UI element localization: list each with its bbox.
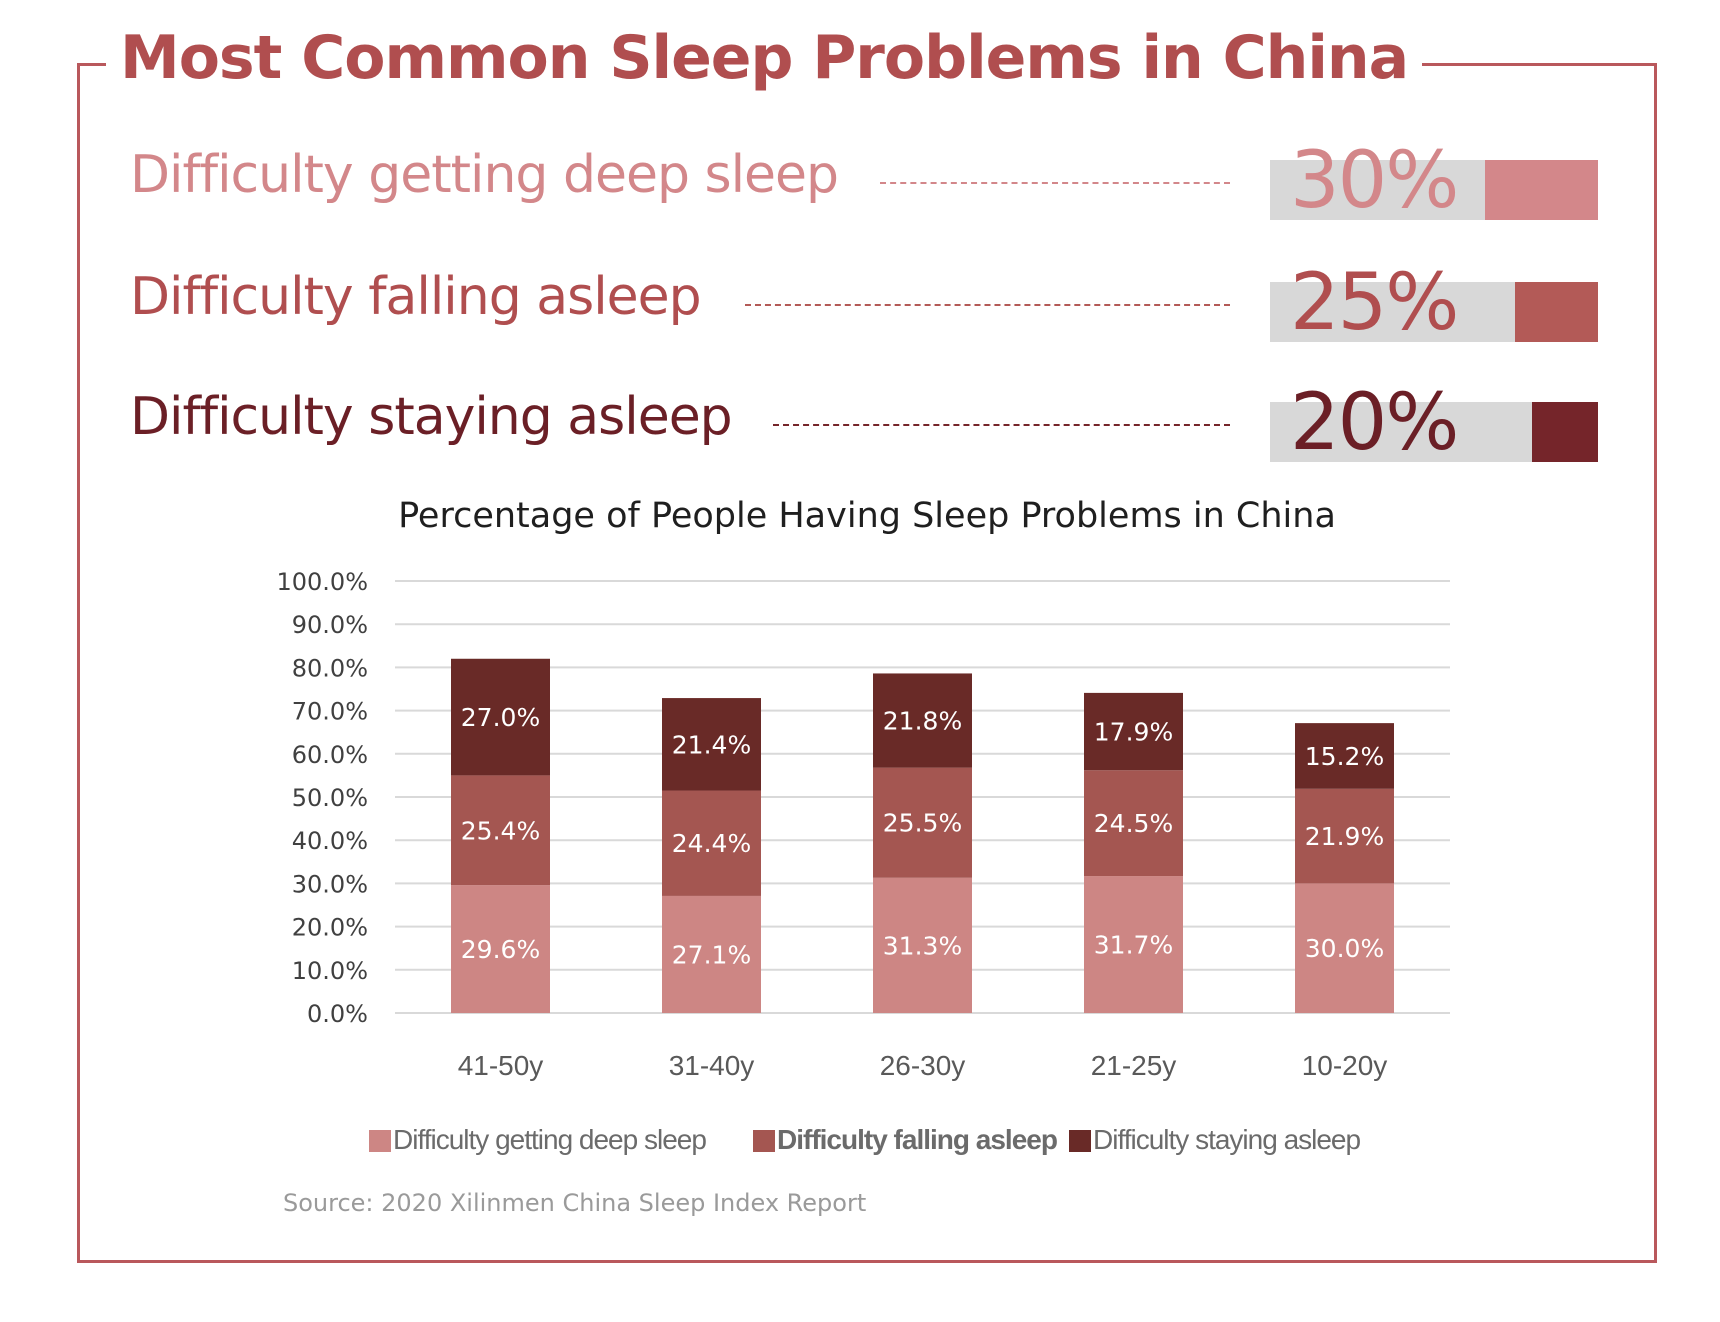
stat-row-staying-asleep: Difficulty staying asleep 20% xyxy=(0,378,1720,468)
data-label: 21.4% xyxy=(672,730,751,759)
data-label: 30.0% xyxy=(1305,934,1384,963)
legend-item-staying-asleep: Difficulty staying asleep xyxy=(1069,1120,1361,1160)
data-label: 31.7% xyxy=(1094,931,1173,960)
stat-label: Difficulty getting deep sleep xyxy=(130,145,839,205)
data-label: 24.4% xyxy=(672,829,751,858)
bar-segment xyxy=(451,775,550,886)
stat-value: 20% xyxy=(1290,378,1459,468)
stat-bar-fill xyxy=(1515,282,1598,342)
legend-item-deep-sleep: Difficulty getting deep sleep xyxy=(369,1120,707,1160)
y-tick-label: 40.0% xyxy=(292,827,368,855)
chart-legend: Difficulty getting deep sleep Difficulty… xyxy=(0,1120,1720,1160)
data-label: 31.3% xyxy=(883,931,962,960)
bar-segment xyxy=(1084,876,1183,1013)
stat-bar-fill xyxy=(1532,402,1598,462)
stat-label: Difficulty falling asleep xyxy=(130,267,702,327)
source-note: Source: 2020 Xilinmen China Sleep Index … xyxy=(283,1189,867,1217)
stat-value: 25% xyxy=(1290,258,1459,348)
legend-label: Difficulty falling asleep xyxy=(777,1124,1058,1155)
y-tick-label: 90.0% xyxy=(292,611,368,639)
stat-bar-fill xyxy=(1485,160,1598,220)
stat-row-deep-sleep: Difficulty getting deep sleep 30% xyxy=(0,136,1720,226)
data-label: 27.0% xyxy=(461,703,540,732)
y-tick-label: 10.0% xyxy=(292,957,368,985)
leader-line xyxy=(880,182,1230,184)
y-tick-label: 0.0% xyxy=(307,1000,368,1028)
stat-label: Difficulty staying asleep xyxy=(130,387,733,447)
legend-label: Difficulty getting deep sleep xyxy=(393,1124,707,1155)
x-tick-label: 26-30y xyxy=(880,1050,966,1081)
bar-segment xyxy=(451,885,550,1013)
bar-segment xyxy=(873,767,972,878)
legend-item-falling-asleep: Difficulty falling asleep xyxy=(753,1120,1058,1160)
bar-segment xyxy=(662,790,761,896)
chart-title: Percentage of People Having Sleep Proble… xyxy=(398,496,1336,536)
stat-value: 30% xyxy=(1290,136,1459,226)
x-tick-label: 10-20y xyxy=(1302,1050,1388,1081)
main-title: Most Common Sleep Problems in China xyxy=(106,18,1423,98)
data-label: 17.9% xyxy=(1094,718,1173,747)
y-tick-label: 30.0% xyxy=(292,870,368,898)
data-label: 27.1% xyxy=(672,940,751,969)
bar-segment xyxy=(873,673,972,768)
bar-segment xyxy=(1295,723,1394,789)
y-tick-label: 60.0% xyxy=(292,741,368,769)
data-label: 21.9% xyxy=(1305,822,1384,851)
y-tick-label: 70.0% xyxy=(292,698,368,726)
data-label: 25.4% xyxy=(461,816,540,845)
bar-segment xyxy=(451,658,550,776)
bar-segment xyxy=(1295,883,1394,1013)
bar-segment xyxy=(1084,770,1183,877)
x-tick-label: 21-25y xyxy=(1091,1050,1177,1081)
data-label: 24.5% xyxy=(1094,809,1173,838)
data-label: 29.6% xyxy=(461,935,540,964)
y-tick-label: 20.0% xyxy=(292,914,368,942)
leader-line xyxy=(745,304,1230,306)
x-tick-label: 41-50y xyxy=(458,1050,544,1081)
data-label: 21.8% xyxy=(883,707,962,736)
bar-segment xyxy=(873,877,972,1013)
y-tick-label: 100.0% xyxy=(276,568,368,596)
x-tick-label: 31-40y xyxy=(669,1050,755,1081)
bar-segment xyxy=(662,895,761,1013)
bar-segment xyxy=(1295,788,1394,884)
y-tick-label: 50.0% xyxy=(292,784,368,812)
legend-label: Difficulty staying asleep xyxy=(1093,1124,1361,1155)
bar-segment xyxy=(662,698,761,791)
legend-swatch xyxy=(1069,1130,1091,1152)
legend-swatch xyxy=(369,1130,391,1152)
bar-segment xyxy=(1084,692,1183,771)
legend-swatch xyxy=(753,1130,775,1152)
leader-line xyxy=(773,424,1230,426)
stat-row-falling-asleep: Difficulty falling asleep 25% xyxy=(0,258,1720,348)
data-label: 25.5% xyxy=(883,809,962,838)
y-tick-label: 80.0% xyxy=(292,654,368,682)
data-label: 15.2% xyxy=(1305,742,1384,771)
